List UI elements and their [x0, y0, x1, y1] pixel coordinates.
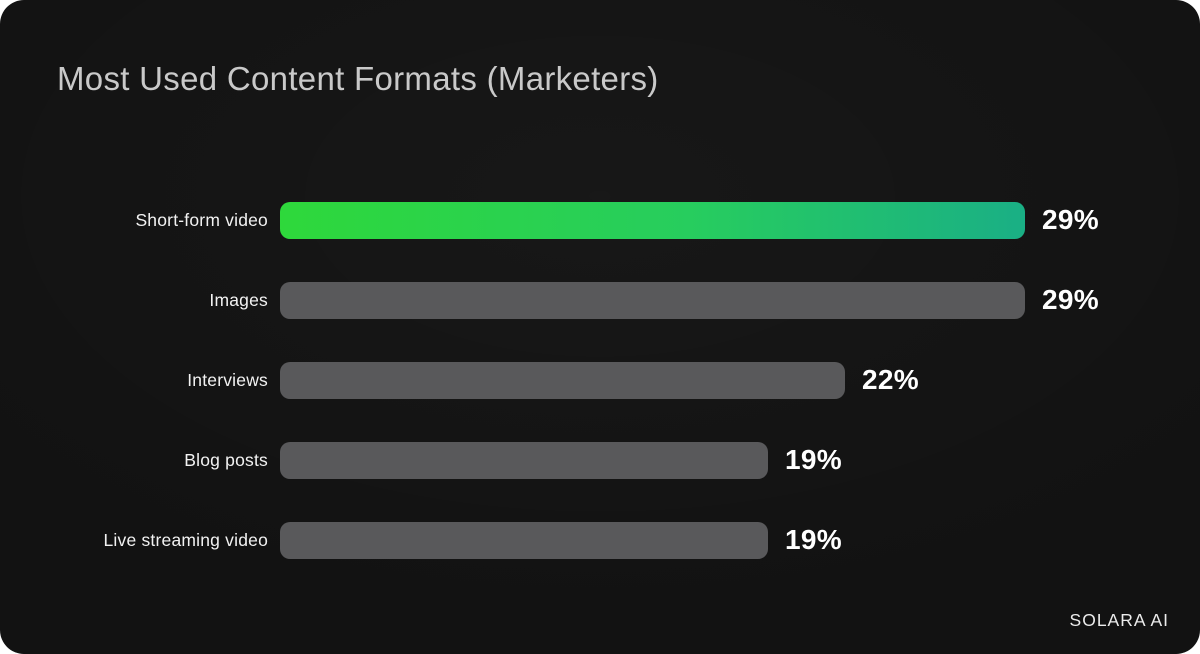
value-label: 29% [1042, 204, 1099, 235]
value-label: 19% [785, 524, 842, 555]
value-label: 29% [1042, 284, 1099, 315]
chart-title: Most Used Content Formats (Marketers) [57, 60, 659, 97]
bar-chart: Short-form video 29% Images 29% Intervie… [0, 180, 1200, 580]
bar-row: Short-form video 29% [0, 180, 1200, 260]
bar-area: 29% [268, 281, 1200, 319]
bar [280, 281, 1025, 319]
bar-area: 29% [268, 201, 1200, 239]
bar [280, 521, 768, 559]
value-label: 22% [862, 364, 919, 395]
bar-area: 19% [268, 441, 1200, 479]
category-label: Interviews [187, 369, 268, 390]
value-label: 19% [785, 444, 842, 475]
bar-row: Blog posts 19% [0, 420, 1200, 500]
bar-row: Interviews 22% [0, 340, 1200, 420]
bar-area: 22% [268, 361, 1200, 399]
bar-row: Images 29% [0, 260, 1200, 340]
category-label: Blog posts [184, 449, 268, 470]
category-label: Live streaming video [103, 529, 268, 550]
bar [280, 441, 768, 479]
category-label: Images [209, 289, 268, 310]
bar [280, 201, 1025, 239]
category-label: Short-form video [135, 209, 268, 230]
brand-logo: SOLARA AI [1069, 610, 1169, 630]
bar-row: Live streaming video 19% [0, 500, 1200, 580]
bar-area: 19% [268, 521, 1200, 559]
bar [280, 361, 845, 399]
